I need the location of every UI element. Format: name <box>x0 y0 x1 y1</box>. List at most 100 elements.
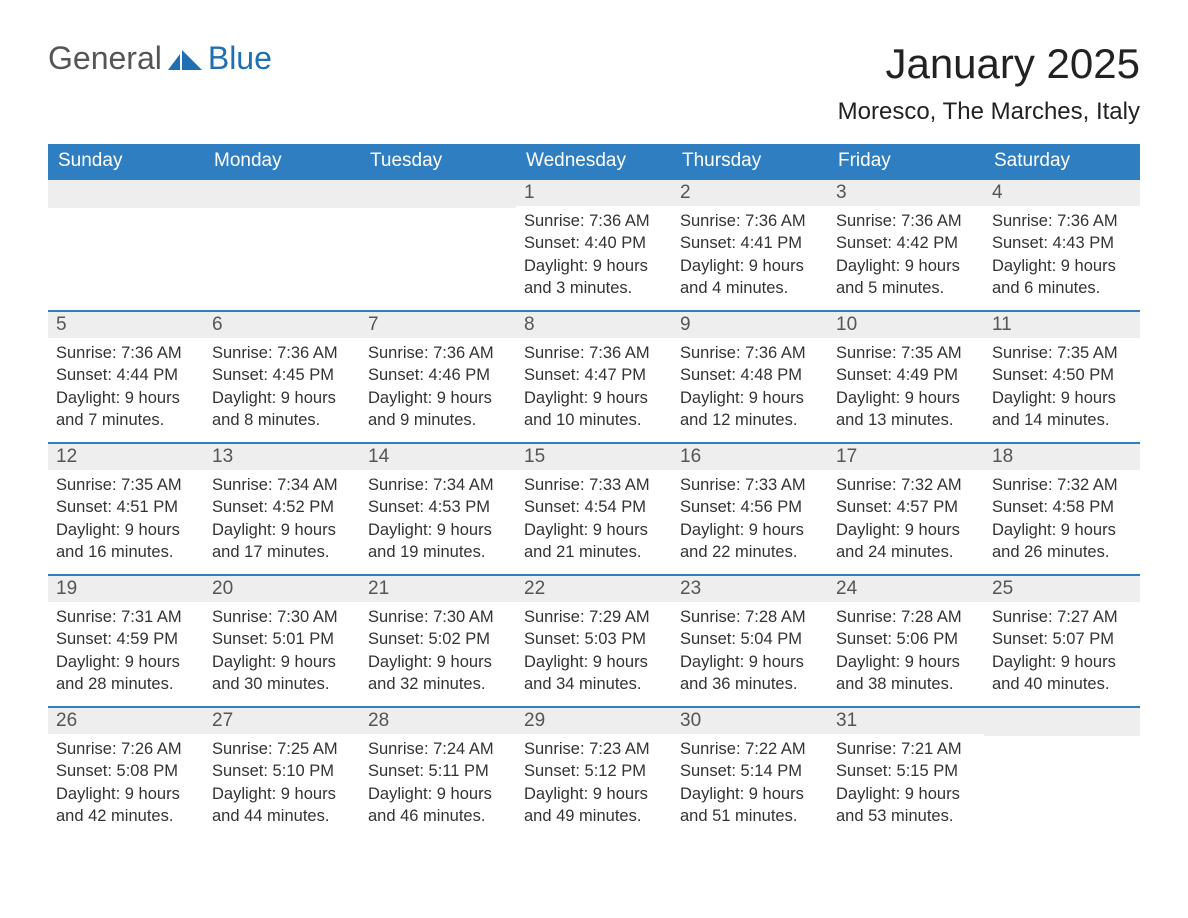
day-details: Sunrise: 7:34 AM Sunset: 4:52 PM Dayligh… <box>212 474 352 563</box>
day-cell <box>360 179 516 311</box>
day-number: 7 <box>360 312 516 338</box>
header: General Blue January 2025 Moresco, The M… <box>48 40 1140 126</box>
day-details: Sunrise: 7:35 AM Sunset: 4:50 PM Dayligh… <box>992 342 1132 431</box>
day-cell: 27 Sunrise: 7:25 AM Sunset: 5:10 PM Dayli… <box>204 707 360 838</box>
day-details: Sunrise: 7:22 AM Sunset: 5:14 PM Dayligh… <box>680 738 820 827</box>
empty-day-bar <box>360 180 516 208</box>
day-details: Sunrise: 7:36 AM Sunset: 4:41 PM Dayligh… <box>680 210 820 299</box>
day-cell: 20Sunrise: 7:30 AM Sunset: 5:01 PM Dayli… <box>204 575 360 707</box>
week-row: 26 Sunrise: 7:26 AM Sunset: 5:08 PM Dayli… <box>48 707 1140 838</box>
day-cell: 7 Sunrise: 7:36 AM Sunset: 4:46 PM Daylig… <box>360 311 516 443</box>
brand-part1: General <box>48 40 162 77</box>
day-cell: 10 Sunrise: 7:35 AM Sunset: 4:49 PM Dayli… <box>828 311 984 443</box>
day-number: 16 <box>672 444 828 470</box>
weekday-header: Monday <box>204 144 360 179</box>
calendar-head: SundayMondayTuesdayWednesdayThursdayFrid… <box>48 144 1140 179</box>
day-number: 19 <box>48 576 204 602</box>
day-details: Sunrise: 7:35 AM Sunset: 4:49 PM Dayligh… <box>836 342 976 431</box>
day-details: Sunrise: 7:25 AM Sunset: 5:10 PM Dayligh… <box>212 738 352 827</box>
day-cell: 3 Sunrise: 7:36 AM Sunset: 4:42 PM Daylig… <box>828 179 984 311</box>
day-cell: 16Sunrise: 7:33 AM Sunset: 4:56 PM Dayli… <box>672 443 828 575</box>
empty-day-bar <box>204 180 360 208</box>
day-cell: 26 Sunrise: 7:26 AM Sunset: 5:08 PM Dayli… <box>48 707 204 838</box>
day-details: Sunrise: 7:36 AM Sunset: 4:46 PM Dayligh… <box>368 342 508 431</box>
day-details: Sunrise: 7:36 AM Sunset: 4:42 PM Dayligh… <box>836 210 976 299</box>
day-number: 10 <box>828 312 984 338</box>
brand-logo: General Blue <box>48 40 272 77</box>
weekday-header: Friday <box>828 144 984 179</box>
day-number: 27 <box>204 708 360 734</box>
weekday-header: Thursday <box>672 144 828 179</box>
day-number: 8 <box>516 312 672 338</box>
day-details: Sunrise: 7:29 AM Sunset: 5:03 PM Dayligh… <box>524 606 664 695</box>
weekday-header: Wednesday <box>516 144 672 179</box>
day-cell: 18Sunrise: 7:32 AM Sunset: 4:58 PM Dayli… <box>984 443 1140 575</box>
day-cell: 25Sunrise: 7:27 AM Sunset: 5:07 PM Dayli… <box>984 575 1140 707</box>
day-cell: 22Sunrise: 7:29 AM Sunset: 5:03 PM Dayli… <box>516 575 672 707</box>
weekday-header: Saturday <box>984 144 1140 179</box>
week-row: 5Sunrise: 7:36 AM Sunset: 4:44 PM Daylig… <box>48 311 1140 443</box>
day-number: 21 <box>360 576 516 602</box>
day-cell: 19 Sunrise: 7:31 AM Sunset: 4:59 PM Dayli… <box>48 575 204 707</box>
day-cell: 4 Sunrise: 7:36 AM Sunset: 4:43 PM Daylig… <box>984 179 1140 311</box>
month-title: January 2025 <box>838 40 1140 88</box>
day-cell <box>984 707 1140 838</box>
day-cell: 14Sunrise: 7:34 AM Sunset: 4:53 PM Dayli… <box>360 443 516 575</box>
day-cell: 28Sunrise: 7:24 AM Sunset: 5:11 PM Dayli… <box>360 707 516 838</box>
weekday-header: Tuesday <box>360 144 516 179</box>
day-details: Sunrise: 7:32 AM Sunset: 4:57 PM Dayligh… <box>836 474 976 563</box>
day-number: 30 <box>672 708 828 734</box>
weekday-row: SundayMondayTuesdayWednesdayThursdayFrid… <box>48 144 1140 179</box>
day-cell: 24Sunrise: 7:28 AM Sunset: 5:06 PM Dayli… <box>828 575 984 707</box>
day-cell <box>204 179 360 311</box>
day-number: 1 <box>516 180 672 206</box>
day-cell: 30 Sunrise: 7:22 AM Sunset: 5:14 PM Dayli… <box>672 707 828 838</box>
day-details: Sunrise: 7:28 AM Sunset: 5:06 PM Dayligh… <box>836 606 976 695</box>
day-cell: 5Sunrise: 7:36 AM Sunset: 4:44 PM Daylig… <box>48 311 204 443</box>
day-details: Sunrise: 7:36 AM Sunset: 4:40 PM Dayligh… <box>524 210 664 299</box>
day-cell: 31 Sunrise: 7:21 AM Sunset: 5:15 PM Dayli… <box>828 707 984 838</box>
day-cell: 1 Sunrise: 7:36 AM Sunset: 4:40 PM Daylig… <box>516 179 672 311</box>
day-number: 15 <box>516 444 672 470</box>
day-number: 3 <box>828 180 984 206</box>
day-details: Sunrise: 7:36 AM Sunset: 4:47 PM Dayligh… <box>524 342 664 431</box>
day-cell: 8 Sunrise: 7:36 AM Sunset: 4:47 PM Daylig… <box>516 311 672 443</box>
day-number: 26 <box>48 708 204 734</box>
day-details: Sunrise: 7:35 AM Sunset: 4:51 PM Dayligh… <box>56 474 196 563</box>
day-details: Sunrise: 7:32 AM Sunset: 4:58 PM Dayligh… <box>992 474 1132 563</box>
week-row: 19 Sunrise: 7:31 AM Sunset: 4:59 PM Dayli… <box>48 575 1140 707</box>
day-number: 6 <box>204 312 360 338</box>
day-details: Sunrise: 7:21 AM Sunset: 5:15 PM Dayligh… <box>836 738 976 827</box>
day-details: Sunrise: 7:31 AM Sunset: 4:59 PM Dayligh… <box>56 606 196 695</box>
day-details: Sunrise: 7:34 AM Sunset: 4:53 PM Dayligh… <box>368 474 508 563</box>
calendar-body: 1 Sunrise: 7:36 AM Sunset: 4:40 PM Daylig… <box>48 179 1140 838</box>
day-number: 4 <box>984 180 1140 206</box>
title-block: January 2025 Moresco, The Marches, Italy <box>838 40 1140 126</box>
brand-part2: Blue <box>208 40 272 77</box>
day-cell <box>48 179 204 311</box>
day-details: Sunrise: 7:30 AM Sunset: 5:02 PM Dayligh… <box>368 606 508 695</box>
day-number: 29 <box>516 708 672 734</box>
day-cell: 23Sunrise: 7:28 AM Sunset: 5:04 PM Dayli… <box>672 575 828 707</box>
day-number: 20 <box>204 576 360 602</box>
day-details: Sunrise: 7:36 AM Sunset: 4:43 PM Dayligh… <box>992 210 1132 299</box>
day-cell: 11 Sunrise: 7:35 AM Sunset: 4:50 PM Dayli… <box>984 311 1140 443</box>
calendar-page: General Blue January 2025 Moresco, The M… <box>0 0 1188 918</box>
day-number: 31 <box>828 708 984 734</box>
day-cell: 21 Sunrise: 7:30 AM Sunset: 5:02 PM Dayli… <box>360 575 516 707</box>
day-details: Sunrise: 7:26 AM Sunset: 5:08 PM Dayligh… <box>56 738 196 827</box>
day-cell: 9Sunrise: 7:36 AM Sunset: 4:48 PM Daylig… <box>672 311 828 443</box>
day-cell: 13Sunrise: 7:34 AM Sunset: 4:52 PM Dayli… <box>204 443 360 575</box>
day-details: Sunrise: 7:36 AM Sunset: 4:48 PM Dayligh… <box>680 342 820 431</box>
day-details: Sunrise: 7:33 AM Sunset: 4:54 PM Dayligh… <box>524 474 664 563</box>
day-details: Sunrise: 7:28 AM Sunset: 5:04 PM Dayligh… <box>680 606 820 695</box>
brand-flag-icon <box>168 48 202 70</box>
day-cell: 2 Sunrise: 7:36 AM Sunset: 4:41 PM Daylig… <box>672 179 828 311</box>
day-cell: 17 Sunrise: 7:32 AM Sunset: 4:57 PM Dayli… <box>828 443 984 575</box>
day-number: 2 <box>672 180 828 206</box>
day-cell: 6Sunrise: 7:36 AM Sunset: 4:45 PM Daylig… <box>204 311 360 443</box>
day-number: 25 <box>984 576 1140 602</box>
day-number: 17 <box>828 444 984 470</box>
week-row: 12Sunrise: 7:35 AM Sunset: 4:51 PM Dayli… <box>48 443 1140 575</box>
day-number: 11 <box>984 312 1140 338</box>
